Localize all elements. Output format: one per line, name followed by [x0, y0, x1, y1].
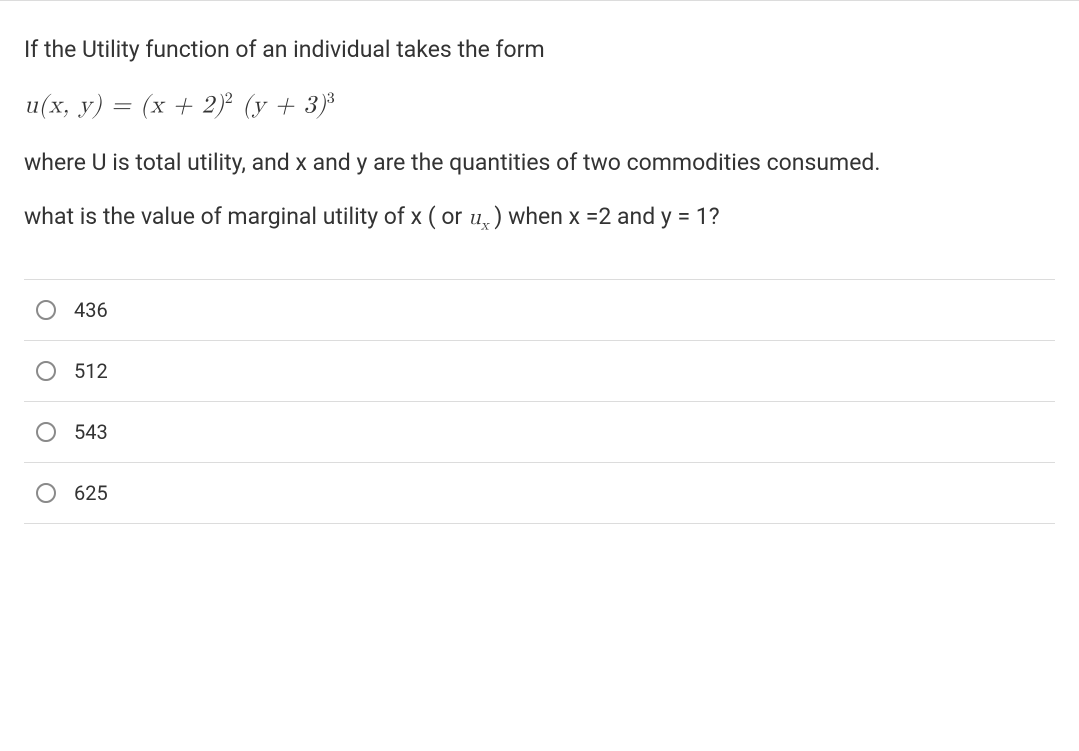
options-list: 436 512 543 625: [24, 279, 1055, 524]
option-label: 512: [74, 359, 108, 383]
utility-formula: u(x, y) = (x + 2)2 (y + 3)3: [24, 90, 1055, 120]
option-label: 625: [74, 481, 108, 505]
option-1[interactable]: 512: [24, 340, 1055, 401]
option-0[interactable]: 436: [24, 279, 1055, 340]
option-label: 543: [74, 420, 108, 444]
question-line-3: what is the value of marginal utility of…: [24, 200, 1055, 237]
question-line-1: If the Utility function of an individual…: [24, 33, 1055, 68]
radio-icon: [36, 422, 56, 442]
option-3[interactable]: 625: [24, 462, 1055, 523]
option-2[interactable]: 543: [24, 401, 1055, 462]
radio-icon: [36, 361, 56, 381]
radio-icon: [36, 300, 56, 320]
radio-icon: [36, 483, 56, 503]
option-label: 436: [74, 298, 108, 322]
question-container: If the Utility function of an individual…: [0, 0, 1079, 548]
question-line-2: where U is total utility, and x and y ar…: [24, 146, 1055, 181]
